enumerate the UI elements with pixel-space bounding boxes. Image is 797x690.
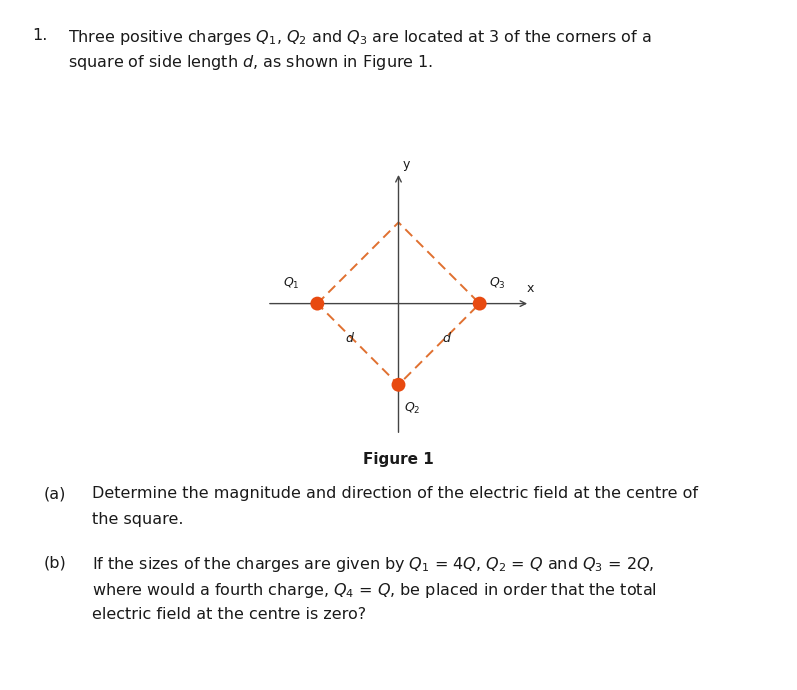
Text: electric field at the centre is zero?: electric field at the centre is zero? [92,607,366,622]
Text: the square.: the square. [92,512,183,527]
Text: 1.: 1. [32,28,47,43]
Text: square of side length $d$, as shown in Figure 1.: square of side length $d$, as shown in F… [68,53,433,72]
Text: (b): (b) [44,555,67,571]
Text: where would a fourth charge, $Q_4$ = $Q$, be placed in order that the total: where would a fourth charge, $Q_4$ = $Q$… [92,581,657,600]
Text: Three positive charges $Q_1$, $Q_2$ and $Q_3$ are located at 3 of the corners of: Three positive charges $Q_1$, $Q_2$ and … [68,28,651,47]
Text: y: y [402,158,410,171]
Text: $Q_2$: $Q_2$ [404,401,421,416]
Text: $Q_3$: $Q_3$ [489,276,506,291]
Text: $d$: $d$ [442,331,452,345]
Text: Determine the magnitude and direction of the electric field at the centre of: Determine the magnitude and direction of… [92,486,697,502]
Point [392,380,405,391]
Text: x: x [527,282,534,295]
Point [473,298,486,309]
Text: Figure 1: Figure 1 [363,452,434,467]
Text: If the sizes of the charges are given by $Q_1$ = 4$Q$, $Q_2$ = $Q$ and $Q_3$ = 2: If the sizes of the charges are given by… [92,555,654,575]
Point [311,298,324,309]
Text: (a): (a) [44,486,66,502]
Text: $Q_1$: $Q_1$ [283,276,300,291]
Text: $d$: $d$ [345,331,355,345]
